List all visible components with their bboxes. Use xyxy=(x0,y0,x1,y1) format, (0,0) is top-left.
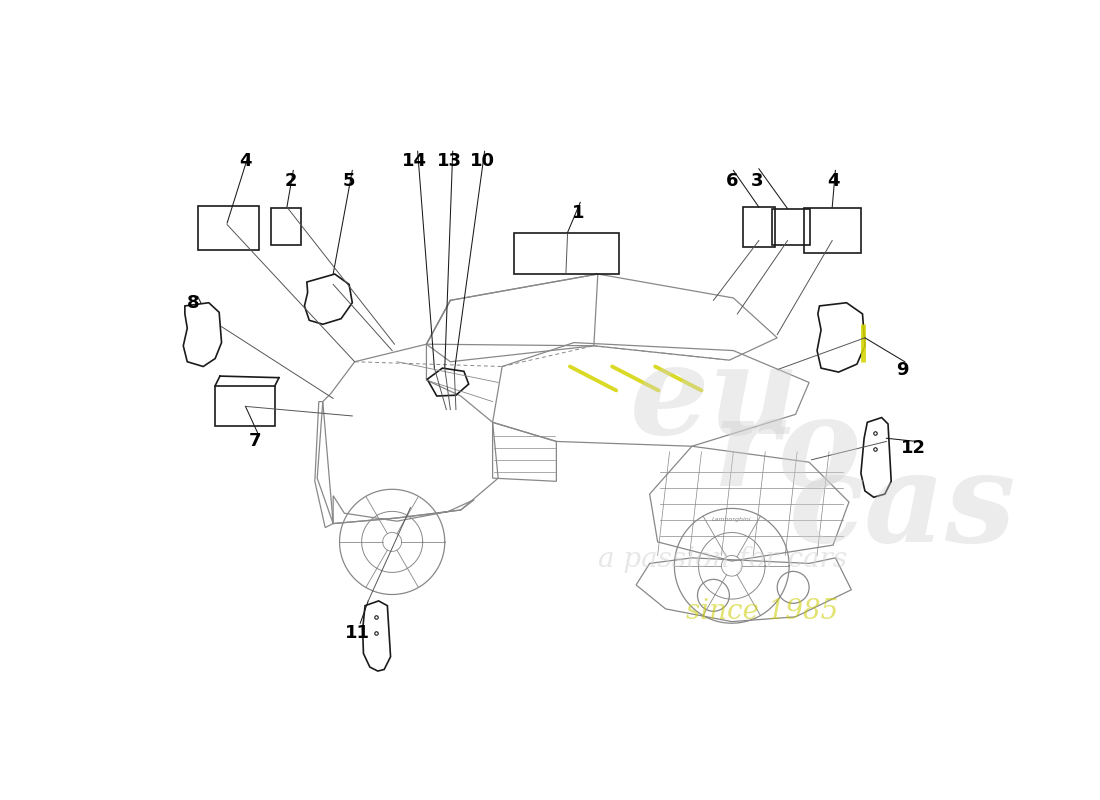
Bar xyxy=(514,233,619,274)
Bar xyxy=(803,208,861,253)
Text: since 1985: since 1985 xyxy=(685,598,838,625)
Text: 8: 8 xyxy=(187,294,200,312)
Text: eu: eu xyxy=(629,339,800,461)
Text: 1: 1 xyxy=(572,204,584,222)
Text: 6: 6 xyxy=(726,172,738,190)
Bar xyxy=(198,206,258,250)
Text: ro: ro xyxy=(714,391,862,513)
Text: 9: 9 xyxy=(896,361,909,378)
Text: 13: 13 xyxy=(437,152,462,170)
Text: 3: 3 xyxy=(751,172,763,190)
Text: 4: 4 xyxy=(239,152,252,170)
Bar xyxy=(742,207,774,247)
Bar xyxy=(271,208,301,245)
Text: 11: 11 xyxy=(344,624,370,642)
Text: 14: 14 xyxy=(402,152,427,170)
Text: a passion for cars: a passion for cars xyxy=(597,546,847,573)
Text: 2: 2 xyxy=(285,172,297,190)
Text: 7: 7 xyxy=(249,433,262,450)
Bar xyxy=(216,386,275,426)
Text: cas: cas xyxy=(789,447,1016,568)
Text: 12: 12 xyxy=(901,439,926,457)
Text: 4: 4 xyxy=(827,172,839,190)
Text: 10: 10 xyxy=(470,152,495,170)
Text: 5: 5 xyxy=(343,172,355,190)
Bar xyxy=(771,210,810,245)
Text: Lamborghini: Lamborghini xyxy=(712,517,751,522)
